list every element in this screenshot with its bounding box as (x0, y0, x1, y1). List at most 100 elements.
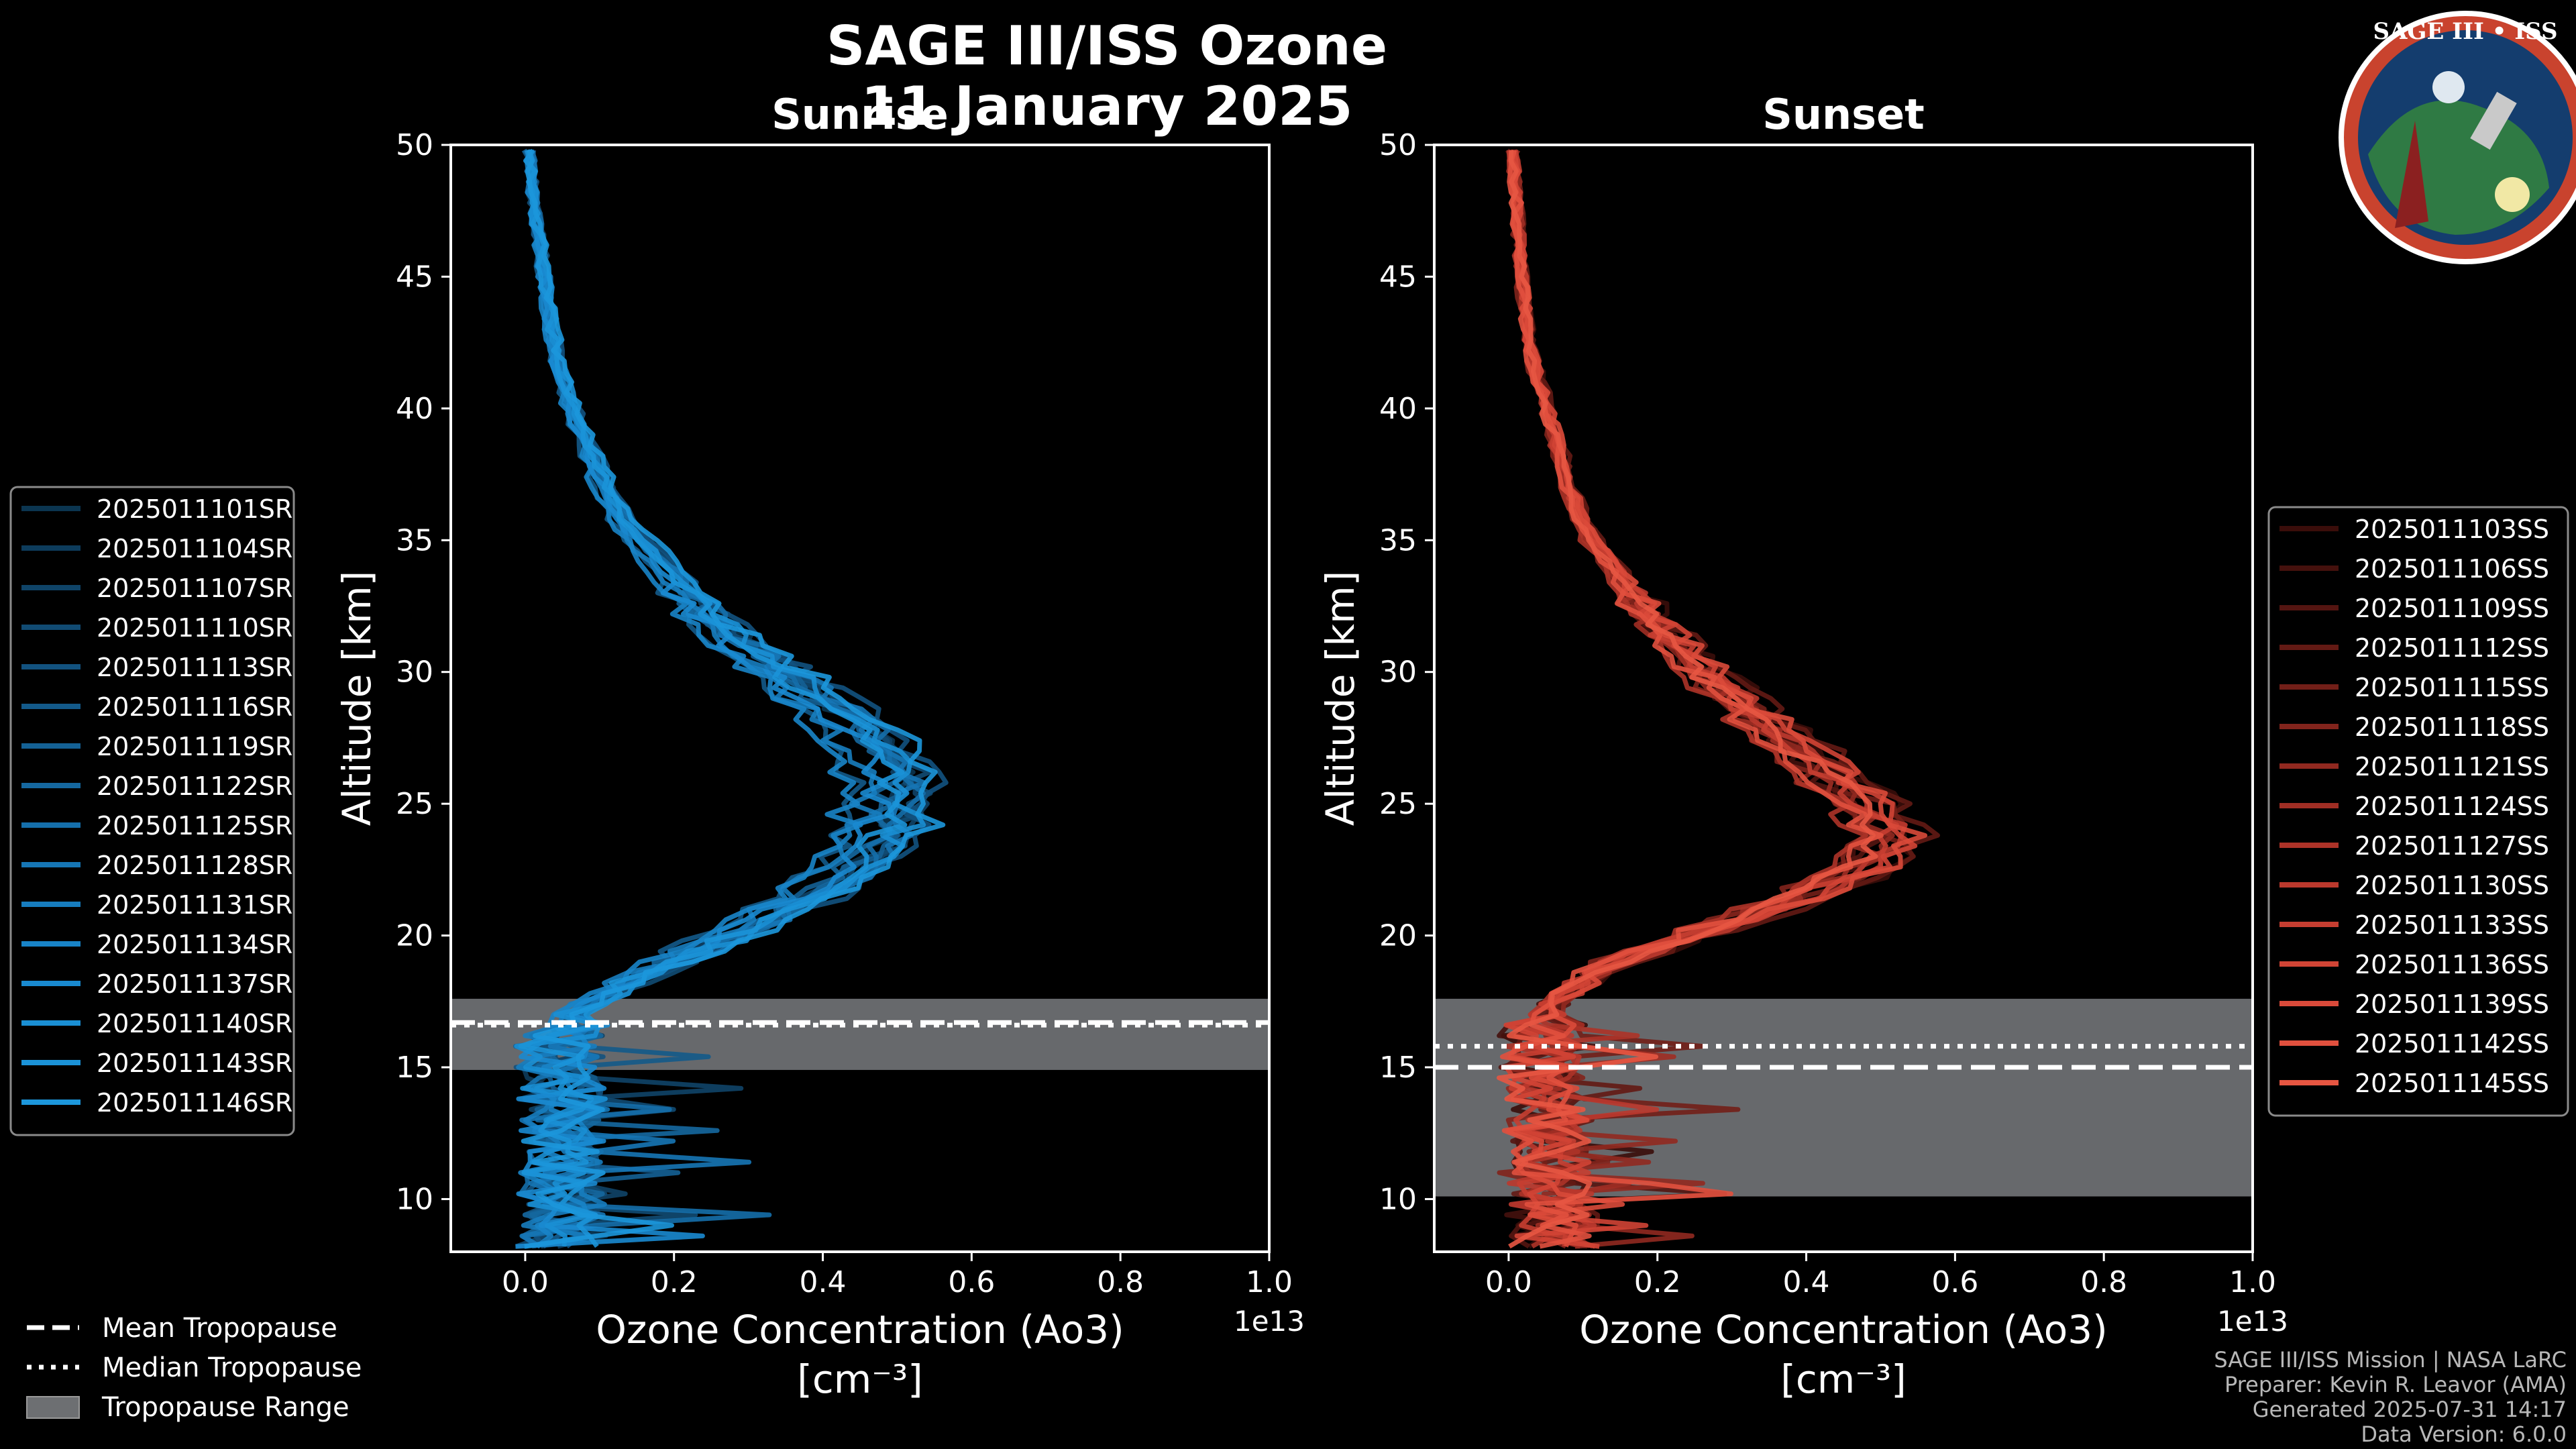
sunset-legend-label: 2025011109SS (2355, 594, 2549, 623)
sunrise-legend-label: 2025011110SR (97, 613, 292, 643)
credit-line-4: Data Version: 6.0.0 (2361, 1421, 2567, 1447)
sunset-ytick-label: 25 (1379, 787, 1417, 821)
sunset-legend-label: 2025011121SS (2355, 752, 2549, 782)
median-tropopause-label: Median Tropopause (102, 1352, 362, 1383)
sunrise-legend-label: 2025011104SR (97, 534, 292, 564)
sunrise-xtick-label: 0.0 (502, 1265, 549, 1299)
sunrise-legend-label: 2025011116SR (97, 692, 292, 722)
sunset-legend-label: 2025011133SS (2355, 910, 2549, 940)
sunrise-legend-label: 2025011131SR (97, 890, 292, 920)
sunrise-legend: 2025011101SR 2025011104SR 2025011107SR 2025… (9, 486, 295, 1136)
sunrise-profile-2025011146SR (521, 149, 946, 1249)
figure-title-line1: SAGE III/ISS Ozone (826, 15, 1387, 77)
sunset-ytick-label: 50 (1379, 128, 1417, 162)
sunrise-ytick-label: 15 (396, 1051, 433, 1085)
sunrise-legend-label: 2025011125SR (97, 811, 292, 841)
sunset-xtick-label: 0.0 (1485, 1265, 1532, 1299)
sunset-profiles (1497, 148, 1940, 1249)
sunrise-legend-box (9, 486, 295, 1136)
sunrise-xtick-label: 0.8 (1097, 1265, 1144, 1299)
sunset-xtick-label: 1.0 (2229, 1265, 2276, 1299)
sunset-ylabel: Altitude [km] (1318, 571, 1363, 826)
sunset-legend-label: 2025011112SS (2355, 633, 2549, 663)
sunset-legend-label: 2025011145SS (2355, 1069, 2549, 1098)
sunset-xlabel-line2: [cm⁻³] (1780, 1356, 1907, 1402)
sunrise-profile-2025011143SR (518, 148, 908, 1248)
sunrise-axes-frame (449, 144, 1271, 1253)
sunset-legend-label: 2025011124SS (2355, 792, 2549, 821)
sunrise-ytick-label: 30 (396, 655, 433, 690)
sunset-xlabel-line1: Ozone Concentration (Ao3) (1579, 1307, 2108, 1352)
sunrise-legend-label: 2025011119SR (97, 732, 292, 761)
sunrise-xlabel-line1: Ozone Concentration (Ao3) (596, 1307, 1124, 1352)
sunrise-xtick-label: 0.2 (651, 1265, 698, 1299)
tropopause-range-swatch (26, 1396, 80, 1419)
sunset-legend-label: 2025011115SS (2355, 673, 2549, 702)
credit-line-2: Preparer: Kevin R. Leavor (AMA) (2224, 1372, 2567, 1397)
figure-title-line2: 11 January 2025 (861, 75, 1353, 138)
sunset-legend-label: 2025011136SS (2355, 950, 2549, 979)
sunrise-legend-label: 2025011134SR (97, 930, 292, 959)
sunset-xtick-label: 0.8 (2080, 1265, 2127, 1299)
sunset-panel: 0.0 0.2 0.4 0.6 0.8 1.0 10 15 20 25 30 35 40 45 50 Suns… (1318, 90, 2288, 1402)
sunset-ytick-label: 35 (1379, 523, 1417, 557)
sunrise-xlabel-line2: [cm⁻³] (797, 1356, 923, 1402)
tropopause-legend: Mean Tropopause Median Tropopause Tropop… (26, 1313, 362, 1423)
sunrise-legend-label: 2025011128SR (97, 851, 292, 880)
sunset-xtick-label: 0.2 (1634, 1265, 1681, 1299)
sunrise-ytick-label: 20 (396, 919, 433, 953)
sunset-legend-label: 2025011130SS (2355, 871, 2549, 900)
sunset-legend-label: 2025011106SS (2355, 554, 2549, 584)
credits: SAGE III/ISS Mission | NASA LaRC Prepare… (2214, 1347, 2567, 1447)
sunset-ytick-label: 15 (1379, 1051, 1417, 1085)
sunrise-legend-label: 2025011143SR (97, 1049, 292, 1078)
sunrise-panel: 0.0 0.2 0.4 0.6 0.8 1.0 10 15 20 25 30 35 40 45 50 Sunr… (334, 90, 1305, 1402)
sunrise-ytick-label: 35 (396, 523, 433, 557)
sunset-ytick-label: 40 (1379, 392, 1417, 426)
sunset-legend-label: 2025011127SS (2355, 831, 2549, 861)
sunset-ytick-label: 45 (1379, 260, 1417, 294)
sunset-xtick-label: 0.6 (1931, 1265, 1978, 1299)
sunrise-ytick-label: 10 (396, 1182, 433, 1216)
sunset-ytick-label: 10 (1379, 1182, 1417, 1216)
sunset-legend: 2025011103SS 2025011106SS 2025011109SS 2025… (2267, 506, 2569, 1117)
sunrise-xtick-label: 0.6 (948, 1265, 995, 1299)
sunrise-legend-label: 2025011140SR (97, 1009, 292, 1038)
sunrise-ylabel: Altitude [km] (334, 571, 380, 826)
sunset-title: Sunset (1762, 90, 1925, 139)
sunset-legend-label: 2025011139SS (2355, 989, 2549, 1019)
mean-tropopause-label: Mean Tropopause (102, 1313, 337, 1344)
sunset-legend-box (2267, 506, 2569, 1117)
sunset-profile-2025011145SS (1497, 150, 1878, 1249)
sunrise-legend-label: 2025011122SR (97, 771, 292, 801)
credit-line-1: SAGE III/ISS Mission | NASA LaRC (2214, 1347, 2567, 1373)
sunset-x-scale-label: 1e13 (2217, 1305, 2288, 1338)
sunset-xtick-label: 0.4 (1783, 1265, 1830, 1299)
sunrise-legend-label: 2025011137SR (97, 969, 292, 999)
sunrise-ytick-label: 25 (396, 787, 433, 821)
sunset-axes-frame (1433, 144, 2254, 1253)
sunrise-profiles (513, 148, 949, 1249)
sunrise-legend-label: 2025011113SR (97, 653, 292, 682)
sunrise-ytick-label: 40 (396, 392, 433, 426)
sunrise-legend-label: 2025011101SR (97, 494, 292, 524)
sunset-ytick-label: 20 (1379, 919, 1417, 953)
logo-title: SAGE III • ISS (2373, 18, 2557, 45)
sunrise-title: Sunrise (771, 90, 949, 139)
sunset-ytick-label: 30 (1379, 655, 1417, 690)
sage-iii-iss-logo: SAGE III • ISS (2339, 11, 2576, 264)
sunset-legend-label: 2025011103SS (2355, 515, 2549, 544)
sunrise-x-scale-label: 1e13 (1234, 1305, 1305, 1338)
credit-line-3: Generated 2025-07-31 14:17 (2253, 1397, 2567, 1422)
sunrise-xtick-label: 1.0 (1246, 1265, 1293, 1299)
sunset-profile-2025011142SS (1500, 149, 1884, 1249)
sunrise-legend-label: 2025011146SR (97, 1088, 292, 1118)
sunrise-legend-label: 2025011107SR (97, 574, 292, 603)
sunrise-ytick-label: 45 (396, 260, 433, 294)
sunset-legend-label: 2025011118SS (2355, 712, 2549, 742)
sunset-legend-label: 2025011142SS (2355, 1029, 2549, 1059)
sunrise-ytick-label: 50 (396, 128, 433, 162)
sunrise-xtick-label: 0.4 (800, 1265, 847, 1299)
tropopause-range-label: Tropopause Range (101, 1392, 350, 1423)
